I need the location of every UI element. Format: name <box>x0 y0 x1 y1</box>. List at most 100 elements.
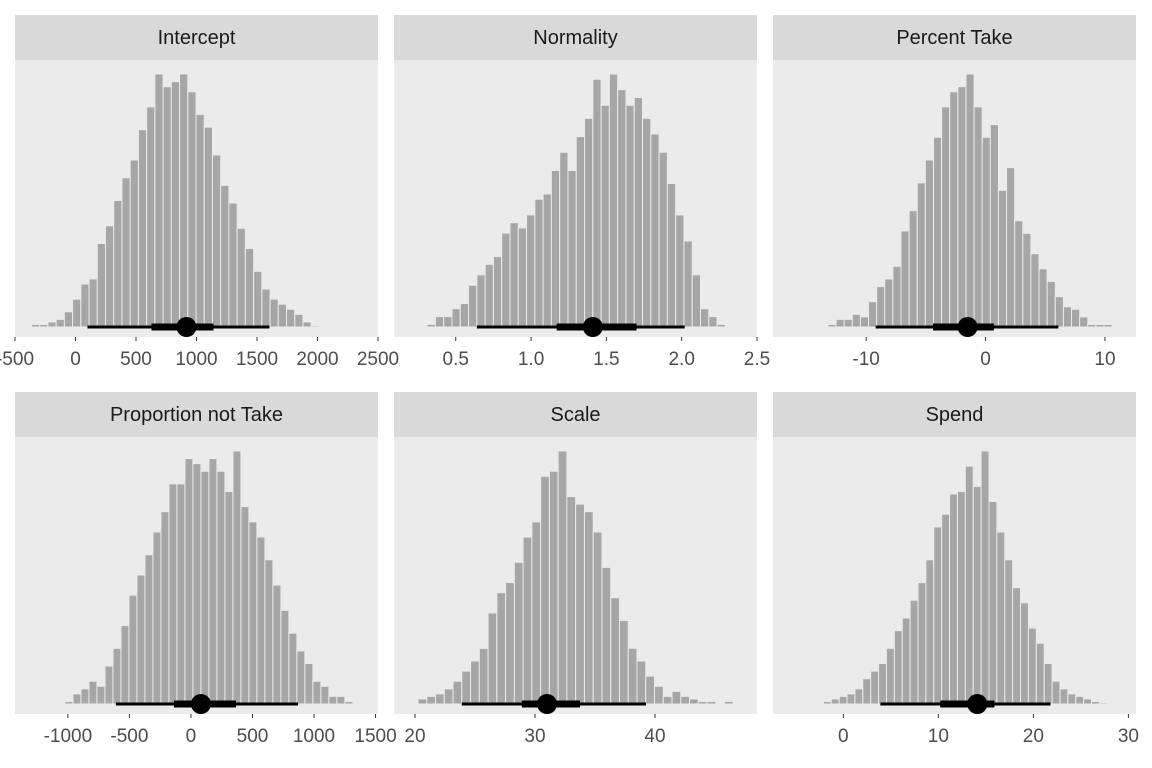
bar <box>1038 268 1048 328</box>
bar <box>908 210 918 328</box>
bar <box>708 316 718 328</box>
bar <box>997 189 1008 328</box>
bar <box>195 113 205 328</box>
bar <box>671 690 682 705</box>
facet: Proportion not Take -1000 -500 0 500 1000 1500 <box>15 392 397 747</box>
x-tick-label: 1000 <box>175 349 217 370</box>
bar <box>862 678 872 705</box>
bar <box>557 450 568 705</box>
x-tick-label: -500 <box>0 349 34 370</box>
bar <box>478 647 489 705</box>
bar <box>80 283 90 328</box>
bar <box>892 265 902 328</box>
bar <box>566 496 577 705</box>
bar <box>854 688 864 705</box>
bar <box>868 301 878 328</box>
x-tick-label: 10 <box>1094 349 1115 370</box>
bar <box>269 298 279 328</box>
bar <box>80 688 90 705</box>
bar <box>170 81 181 328</box>
facet: Scale 20 30 40 <box>394 392 757 747</box>
bar <box>280 609 290 705</box>
bar <box>909 599 919 705</box>
x-tick-label: 2.5 <box>744 349 770 370</box>
facet-title: Percent Take <box>896 27 1012 49</box>
x-tick-label: 40 <box>644 726 665 747</box>
bar <box>522 536 533 705</box>
x-tick-label: 0.5 <box>443 349 469 370</box>
bar <box>152 531 162 705</box>
bar <box>1075 695 1085 705</box>
bar <box>426 323 436 328</box>
bar <box>200 470 210 705</box>
bar <box>184 458 194 705</box>
facet: Intercept -500 0 500 1000 1500 2000 2500 <box>0 15 399 370</box>
bar <box>129 159 139 328</box>
bar <box>232 450 242 705</box>
bar <box>617 89 627 328</box>
bar <box>492 256 503 328</box>
bar <box>700 308 710 328</box>
bar <box>662 695 673 705</box>
bar <box>1054 296 1064 328</box>
bar <box>949 493 958 705</box>
bar <box>320 685 330 705</box>
facet: Percent Take -10 0 10 <box>773 15 1136 370</box>
bar <box>885 647 895 705</box>
strip <box>15 15 378 60</box>
bar <box>932 136 943 328</box>
bar <box>128 594 138 705</box>
bar <box>336 695 346 705</box>
median-point <box>190 694 211 714</box>
bar <box>1095 323 1105 328</box>
facet-title: Scale <box>550 404 600 426</box>
median-point <box>957 317 978 337</box>
bar <box>851 313 861 328</box>
x-tick-label: 1.5 <box>593 349 619 370</box>
bar <box>96 685 106 705</box>
bar <box>835 318 845 328</box>
bar <box>1062 306 1073 328</box>
bar <box>980 450 990 705</box>
bar <box>501 232 511 328</box>
bar <box>1079 316 1089 328</box>
bar <box>1103 323 1113 328</box>
bar <box>878 663 887 705</box>
bar <box>470 660 480 705</box>
bar <box>176 483 186 705</box>
facet-title: Spend <box>926 404 984 426</box>
bar <box>843 318 853 328</box>
bar <box>981 136 991 328</box>
bar <box>96 243 107 328</box>
bar <box>294 313 304 328</box>
bar <box>253 270 263 328</box>
bar <box>168 483 178 705</box>
bar <box>286 308 296 328</box>
bar <box>154 73 164 328</box>
bar <box>1051 680 1061 705</box>
bar <box>542 193 552 328</box>
bar <box>965 73 975 328</box>
bar <box>1046 280 1056 328</box>
bar <box>435 693 445 705</box>
bar <box>146 106 156 328</box>
bar <box>822 700 832 705</box>
bar <box>272 584 282 705</box>
bar <box>452 680 463 705</box>
bar <box>989 124 999 328</box>
bar <box>680 695 691 705</box>
bar <box>302 321 312 328</box>
bar <box>104 665 114 705</box>
bar <box>575 503 585 705</box>
bar <box>925 559 935 705</box>
bar <box>540 475 550 705</box>
bar <box>1043 663 1053 705</box>
bar <box>248 521 258 705</box>
bar <box>689 698 699 705</box>
x-tick-label: 30 <box>1118 726 1139 747</box>
bar <box>592 531 603 705</box>
bar <box>487 612 498 705</box>
bar <box>645 675 656 705</box>
